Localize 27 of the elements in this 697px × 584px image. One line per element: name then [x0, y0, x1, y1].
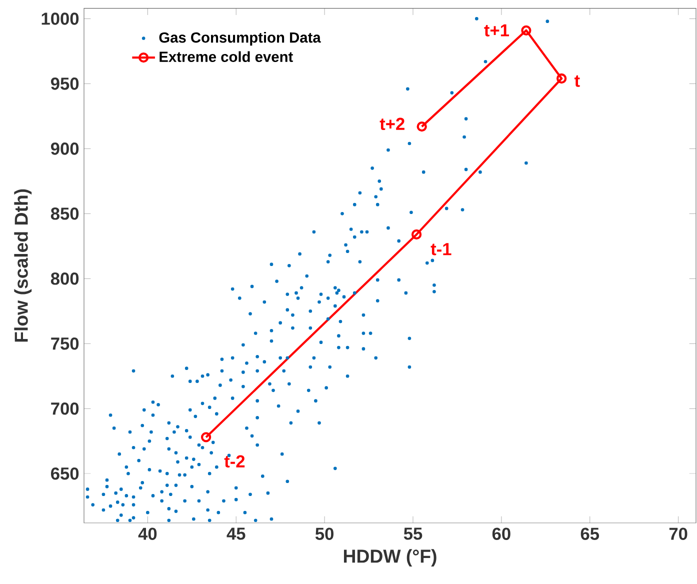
- y-tick-label: 900: [50, 142, 79, 155]
- y-axis-title: Flow (scaled Dth): [14, 189, 32, 342]
- annotation: t: [574, 75, 580, 87]
- point: [411, 229, 422, 240]
- x-tick-label: 40: [138, 528, 157, 540]
- x-tick-label: 65: [580, 528, 600, 540]
- annotation: t-1: [430, 243, 452, 256]
- x-tick-label: 70: [669, 528, 688, 540]
- y-tick-label: 650: [51, 467, 79, 480]
- y-tick-label: 1000: [42, 12, 79, 25]
- x-tick-label: 50: [315, 528, 334, 540]
- point: [556, 73, 567, 84]
- y-tick-label: 850: [50, 208, 79, 220]
- x-tick-label: 45: [226, 528, 246, 540]
- annotation: t+1: [484, 24, 509, 36]
- point: [521, 25, 532, 36]
- y-tick-label: 700: [51, 402, 79, 415]
- annotation: t+2: [380, 118, 404, 130]
- x-tick-label: 55: [404, 528, 422, 540]
- legend-label: Extreme cold event: [160, 51, 293, 62]
- y-tick-label: 800: [50, 272, 79, 285]
- legend-label: Gas Consumption Data: [159, 32, 321, 46]
- y-tick-label: 750: [51, 337, 79, 350]
- x-tick-label: 60: [492, 528, 510, 540]
- x-axis-title: HDDW (°F): [344, 549, 436, 567]
- y-tick-label: 950: [50, 78, 79, 90]
- annotation: t-2: [224, 455, 245, 468]
